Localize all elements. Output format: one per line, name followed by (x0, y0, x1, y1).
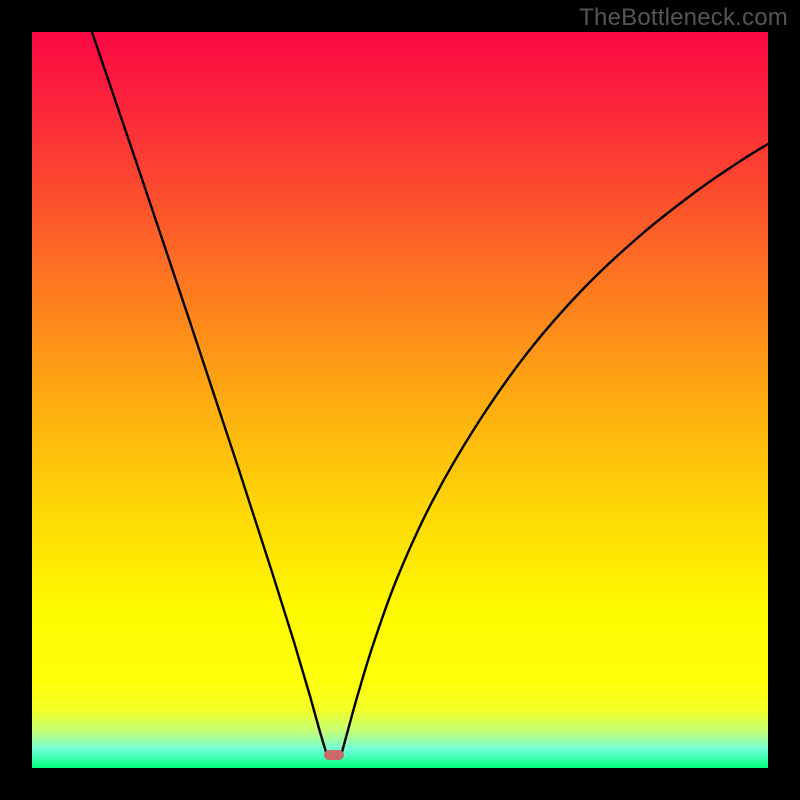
plot-background (32, 32, 768, 768)
watermark-label: TheBottleneck.com (579, 4, 788, 32)
bottleneck-chart (0, 0, 800, 800)
chart-container: TheBottleneck.com (0, 0, 800, 800)
dip-marker (324, 750, 344, 760)
